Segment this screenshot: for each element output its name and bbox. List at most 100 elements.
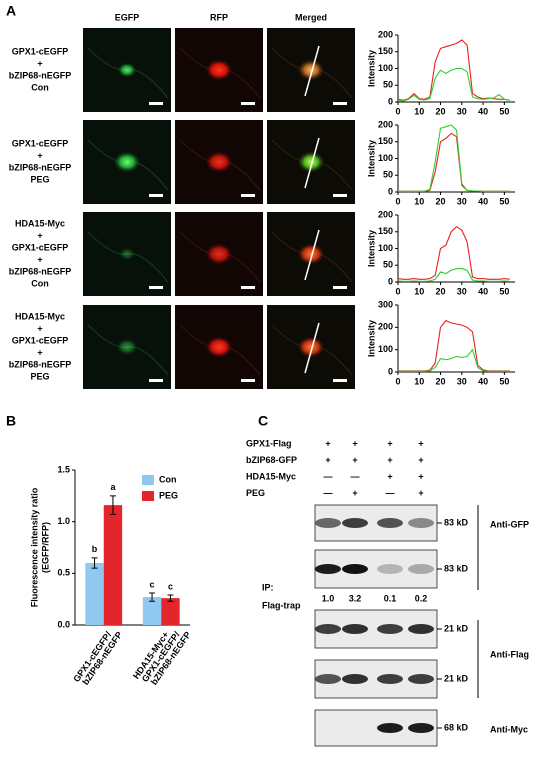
intensity-line bbox=[398, 319, 510, 372]
band bbox=[408, 674, 434, 684]
significance-letter: a bbox=[110, 482, 116, 492]
band bbox=[377, 624, 403, 634]
condition-label: HDA15-Myc bbox=[246, 471, 296, 481]
quantification: 3.2 bbox=[349, 593, 362, 603]
scale-bar bbox=[149, 286, 163, 289]
scale-bar bbox=[149, 194, 163, 197]
legend-swatch bbox=[142, 475, 154, 485]
band bbox=[315, 674, 341, 684]
profile-line bbox=[304, 229, 320, 281]
band bbox=[315, 624, 341, 634]
antibody-label: Anti-Flag bbox=[490, 649, 529, 659]
condition-sign: + bbox=[418, 455, 423, 465]
antibody-label: Anti-Myc bbox=[490, 724, 528, 734]
band bbox=[408, 624, 434, 634]
column-header: Merged bbox=[295, 12, 327, 22]
profile-line bbox=[304, 45, 320, 97]
error-bar bbox=[109, 495, 116, 515]
y-tick-label: 200 bbox=[378, 209, 393, 219]
row-label: GPX1-cEGFP bbox=[12, 335, 69, 345]
band bbox=[408, 518, 434, 528]
ip-label: IP: bbox=[262, 582, 274, 592]
row-label: + bbox=[37, 230, 42, 240]
x-tick-label: 10 bbox=[414, 106, 424, 116]
y-axis-label: Intensity bbox=[366, 230, 376, 267]
y-tick-label: 200 bbox=[378, 29, 393, 39]
y-tick-label: 0 bbox=[388, 276, 393, 286]
y-tick-label: 1.5 bbox=[57, 464, 70, 474]
y-axis-label: Intensity bbox=[366, 320, 376, 357]
x-tick-label: 0 bbox=[395, 286, 400, 296]
cell-signal bbox=[297, 59, 325, 81]
condition-sign: + bbox=[325, 455, 330, 465]
band bbox=[342, 624, 368, 634]
error-bar bbox=[149, 592, 156, 602]
bar bbox=[161, 598, 180, 625]
row-label: + bbox=[37, 347, 42, 357]
intensity-line bbox=[397, 268, 510, 282]
scale-bar bbox=[149, 379, 163, 382]
condition-sign: + bbox=[352, 488, 357, 498]
condition-sign: + bbox=[387, 455, 392, 465]
condition-sign: + bbox=[387, 471, 392, 481]
intensity-line bbox=[397, 39, 510, 101]
scale-bar bbox=[149, 102, 163, 105]
y-axis-label: Intensity bbox=[366, 50, 376, 87]
x-tick-label: 40 bbox=[478, 196, 488, 206]
scale-bar bbox=[241, 379, 255, 382]
significance-letter: c bbox=[150, 579, 155, 589]
row-label: PEG bbox=[30, 371, 49, 381]
y-tick-label: 300 bbox=[378, 299, 393, 309]
row-label: Con bbox=[31, 82, 49, 92]
row-label: GPX1-cEGFP bbox=[12, 46, 69, 56]
error-bar bbox=[91, 557, 98, 569]
panel-label: A bbox=[6, 3, 16, 19]
intensity-line bbox=[397, 226, 510, 280]
scale-bar bbox=[333, 102, 347, 105]
cell-signal bbox=[297, 243, 325, 265]
y-tick-label: 50 bbox=[383, 170, 393, 180]
y-tick-label: 100 bbox=[378, 153, 393, 163]
legend-swatch bbox=[142, 491, 154, 501]
significance-letter: c bbox=[168, 581, 173, 591]
cell-signal bbox=[117, 62, 137, 78]
profile-line bbox=[304, 322, 320, 374]
row-label: PEG bbox=[30, 174, 49, 184]
band bbox=[315, 564, 341, 574]
column-header: RFP bbox=[210, 12, 228, 22]
y-axis-label: (EGFP/RFP) bbox=[40, 522, 50, 573]
y-tick-label: 0 bbox=[388, 96, 393, 106]
scale-bar bbox=[333, 286, 347, 289]
size-label: 83 kD bbox=[444, 517, 469, 527]
intensity-line bbox=[398, 132, 510, 192]
x-tick-label: 50 bbox=[499, 286, 509, 296]
y-tick-label: 100 bbox=[378, 243, 393, 253]
row-label: bZIP68-nEGFP bbox=[9, 266, 72, 276]
quantification: 0.1 bbox=[384, 593, 397, 603]
x-tick-label: 40 bbox=[478, 286, 488, 296]
panel-label: B bbox=[6, 413, 16, 429]
scale-bar bbox=[241, 194, 255, 197]
y-tick-label: 1.0 bbox=[57, 516, 70, 526]
x-tick-label: 30 bbox=[457, 196, 467, 206]
band bbox=[377, 518, 403, 528]
x-tick-label: 0 bbox=[395, 376, 400, 386]
x-tick-label: 30 bbox=[457, 376, 467, 386]
bar bbox=[85, 563, 104, 625]
scale-bar bbox=[333, 379, 347, 382]
cell-signal bbox=[205, 336, 233, 358]
cell-signal bbox=[113, 151, 141, 173]
condition-sign: + bbox=[352, 438, 357, 448]
row-label: HDA15-Myc bbox=[15, 218, 65, 228]
condition-label: bZIP68-GFP bbox=[246, 455, 297, 465]
y-tick-label: 150 bbox=[378, 46, 393, 56]
cell-signal bbox=[115, 338, 139, 356]
legend-label: PEG bbox=[159, 490, 178, 500]
condition-sign: + bbox=[418, 488, 423, 498]
x-tick-label: 0 bbox=[395, 106, 400, 116]
condition-sign: + bbox=[418, 438, 423, 448]
y-tick-label: 0.5 bbox=[57, 568, 70, 578]
x-tick-label: 10 bbox=[414, 286, 424, 296]
